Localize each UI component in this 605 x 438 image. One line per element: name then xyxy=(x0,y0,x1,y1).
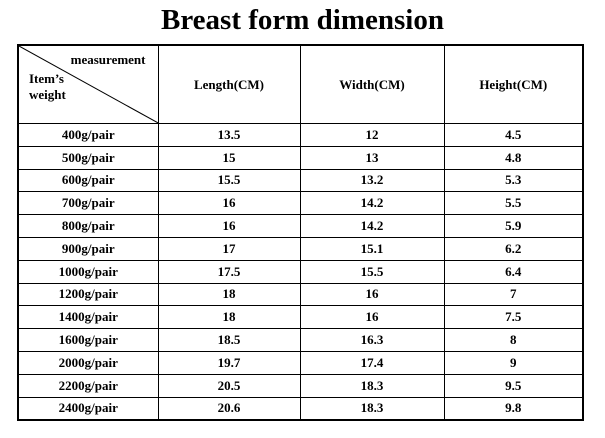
value-cell: 17.4 xyxy=(299,350,445,375)
value-cell: 6.4 xyxy=(443,259,584,284)
value-cell: 20.5 xyxy=(157,373,301,398)
weight-cell: 1000g/pair xyxy=(17,259,159,284)
value-cell: 16 xyxy=(157,191,301,216)
title: Breast form dimension xyxy=(160,4,444,36)
weight-cell: 600g/pair xyxy=(17,168,159,193)
value-cell: 5.5 xyxy=(443,191,584,216)
weight-cell: 1600g/pair xyxy=(17,328,159,352)
diagonal xyxy=(19,46,160,124)
value-cell: 18.3 xyxy=(299,373,445,398)
table-row: 500g/pair 15 13 4.8 xyxy=(17,145,584,170)
corner-top: measurement xyxy=(70,52,146,67)
weight-cell: 700g/pair xyxy=(17,191,159,216)
table-row: 900g/pair 17 15.1 6.2 xyxy=(17,236,584,261)
value-cell: 13.5 xyxy=(157,123,301,147)
value-cell: 14.2 xyxy=(299,214,445,238)
value-cell: 6.2 xyxy=(443,236,584,261)
value-cell: 4.5 xyxy=(443,123,584,147)
corner-bottom: Item’s weight xyxy=(29,71,66,102)
value-cell: 17 xyxy=(157,236,301,261)
value-cell: 14.2 xyxy=(299,191,445,216)
value-cell: 9.5 xyxy=(443,373,584,398)
weight-cell: 800g/pair xyxy=(17,214,159,238)
value-cell: 5.3 xyxy=(443,168,584,193)
table-row: 600g/pair 15.5 13.2 5.3 xyxy=(17,168,584,193)
value-cell: 15.5 xyxy=(299,259,445,284)
value-cell: 5.9 xyxy=(443,214,584,238)
value-cell: 15 xyxy=(157,145,301,170)
value-cell: 7.5 xyxy=(443,305,584,330)
table-row: 800g/pair 16 14.2 5.9 xyxy=(17,214,584,238)
value-cell: 15.5 xyxy=(157,168,301,193)
weight-cell: 500g/pair xyxy=(17,145,159,170)
column-header: Length(CM) xyxy=(157,44,301,124)
table-row: 2200g/pair 20.5 18.3 9.5 xyxy=(17,373,584,398)
value-cell: 16 xyxy=(299,305,445,330)
value-cell: 18.5 xyxy=(157,328,301,352)
weight-cell: 400g/pair xyxy=(17,123,159,147)
dimension-table: measurement Item’s weight Length(CM) Widt… xyxy=(17,44,584,422)
table-row: 1400g/pair 18 16 7.5 xyxy=(17,305,584,330)
value-cell: 9 xyxy=(443,350,584,375)
column-header: Width(CM) xyxy=(299,44,445,124)
value-cell: 20.6 xyxy=(157,396,301,421)
table-row: 400g/pair 13.5 12 4.5 xyxy=(17,123,584,147)
value-cell: 19.7 xyxy=(157,350,301,375)
value-cell: 12 xyxy=(299,123,445,147)
weight-cell: 2000g/pair xyxy=(17,350,159,375)
value-cell: 18 xyxy=(157,282,301,307)
header-row: measurement Item’s weight Length(CM) Widt… xyxy=(17,44,584,124)
weight-cell: 2200g/pair xyxy=(17,373,159,398)
value-cell: 13 xyxy=(299,145,445,170)
table-row: 2000g/pair 19.7 17.4 9 xyxy=(17,350,584,375)
value-cell: 4.8 xyxy=(443,145,584,170)
weight-cell: 900g/pair xyxy=(17,236,159,261)
value-cell: 18.3 xyxy=(299,396,445,421)
table-row: 2400g/pair 20.6 18.3 9.8 xyxy=(17,396,584,421)
weight-cell: 1200g/pair xyxy=(17,282,159,307)
table-row: 1600g/pair 18.5 16.3 8 xyxy=(17,328,584,352)
weight-cell: 1400g/pair xyxy=(17,305,159,330)
weight-cell: 2400g/pair xyxy=(17,396,159,421)
value-cell: 8 xyxy=(443,328,584,352)
value-cell: 15.1 xyxy=(299,236,445,261)
value-cell: 16.3 xyxy=(299,328,445,352)
value-cell: 7 xyxy=(443,282,584,307)
corner-cell: measurement Item’s weight xyxy=(17,44,160,124)
value-cell: 9.8 xyxy=(443,396,584,421)
value-cell: 16 xyxy=(299,282,445,307)
table-row: 700g/pair 16 14.2 5.5 xyxy=(17,191,584,216)
value-cell: 13.2 xyxy=(299,168,445,193)
value-cell: 18 xyxy=(157,305,301,330)
table-row: 1200g/pair 18 16 7 xyxy=(17,282,584,307)
value-cell: 16 xyxy=(157,214,301,238)
value-cell: 17.5 xyxy=(157,259,301,284)
column-header: Height(CM) xyxy=(443,44,584,124)
table-row: 1000g/pair 17.5 15.5 6.4 xyxy=(17,259,584,284)
